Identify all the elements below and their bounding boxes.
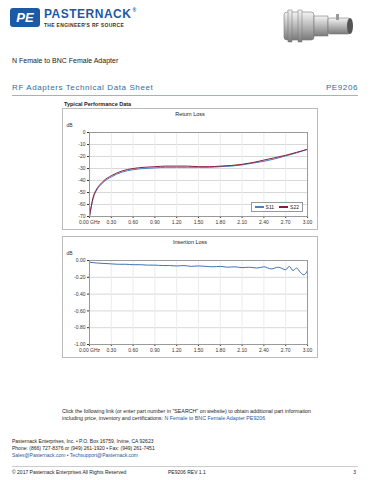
svg-text:0.00: 0.00 — [76, 257, 86, 263]
svg-text:-40: -40 — [78, 177, 85, 183]
svg-text:2.10: 2.10 — [237, 347, 247, 353]
html-text:N Female to BNC Female Adapter: N Female to BNC Female Adapter — [12, 57, 119, 64]
svg-text:0: 0 — [83, 129, 86, 135]
svg-text:1.50: 1.50 — [194, 347, 204, 353]
html-text:Typical Performance Data: Typical Performance Data — [64, 101, 132, 107]
html-text:S22: S22 — [290, 204, 299, 210]
svg-text:1.20: 1.20 — [172, 347, 182, 353]
html-text:Return Loss: Return Loss — [175, 111, 205, 117]
svg-text:dB: dB — [67, 250, 74, 256]
html-text:Insertion Loss: Insertion Loss — [172, 239, 208, 245]
svg-text:-30: -30 — [78, 165, 85, 171]
svg-text:-0.20: -0.20 — [74, 274, 86, 280]
html-text:Phone: (866) 727-8376 or (949): Phone: (866) 727-8376 or (949) 261-1920 … — [12, 445, 155, 451]
svg-text:-0.80: -0.80 — [74, 324, 86, 330]
html-text:S11: S11 — [265, 204, 275, 210]
svg-text:0.30: 0.30 — [106, 347, 116, 353]
svg-text:1.80: 1.80 — [215, 347, 225, 353]
svg-text:0.00 GHz: 0.00 GHz — [79, 219, 101, 225]
svg-text:dB: dB — [67, 122, 74, 128]
svg-text:1.50: 1.50 — [194, 219, 204, 225]
svg-text:3.00: 3.00 — [303, 347, 313, 353]
svg-text:-50: -50 — [78, 189, 85, 195]
html-text:© 2017 Pasternack Enterprises: © 2017 Pasternack Enterprises All Rights… — [12, 469, 127, 475]
svg-text:1.20: 1.20 — [172, 219, 182, 225]
html-text:RF Adapters Technical Data She: RF Adapters Technical Data Sheet — [12, 83, 154, 92]
svg-text:3.00: 3.00 — [303, 219, 313, 225]
html-text:PE: PE — [16, 10, 34, 25]
svg-text:2.40: 2.40 — [259, 219, 269, 225]
svg-text:0.90: 0.90 — [150, 347, 160, 353]
html-text:PASTERNACK: PASTERNACK — [44, 7, 132, 21]
svg-text:0.60: 0.60 — [128, 347, 138, 353]
svg-text:2.70: 2.70 — [281, 347, 291, 353]
svg-text:2.70: 2.70 — [281, 219, 291, 225]
svg-text:0.60: 0.60 — [128, 219, 138, 225]
html-text:THE ENGINEER'S RF SOURCE: THE ENGINEER'S RF SOURCE — [44, 22, 125, 28]
html-text:Click the following link (or e: Click the following link (or enter part … — [62, 408, 311, 422]
svg-text:-10: -10 — [78, 141, 85, 147]
html-text:PE9206: PE9206 — [325, 83, 358, 92]
svg-text:-0.40: -0.40 — [74, 291, 86, 297]
svg-text:-60: -60 — [78, 201, 85, 207]
html-text:3: 3 — [353, 469, 356, 475]
svg-text:0.30: 0.30 — [106, 219, 116, 225]
svg-text:0.90: 0.90 — [150, 219, 160, 225]
html-text:Sales@Pasternack.com • Techsup: Sales@Pasternack.com • Techsupport@Paste… — [12, 452, 138, 458]
svg-text:-1.00: -1.00 — [74, 341, 86, 348]
svg-text:2.10: 2.10 — [237, 219, 247, 225]
svg-text:-70: -70 — [78, 213, 86, 220]
svg-text:2.40: 2.40 — [259, 347, 269, 353]
svg-text:1.80: 1.80 — [215, 219, 225, 225]
html-text:PE9206 REV 1.1: PE9206 REV 1.1 — [168, 469, 206, 475]
svg-text:-0.60: -0.60 — [74, 308, 86, 314]
svg-text:-20: -20 — [78, 153, 85, 159]
svg-text:0.00 GHz: 0.00 GHz — [79, 347, 101, 353]
html-text:Pasternack Enterprises, Inc. •: Pasternack Enterprises, Inc. • P.O. Box … — [12, 438, 154, 444]
